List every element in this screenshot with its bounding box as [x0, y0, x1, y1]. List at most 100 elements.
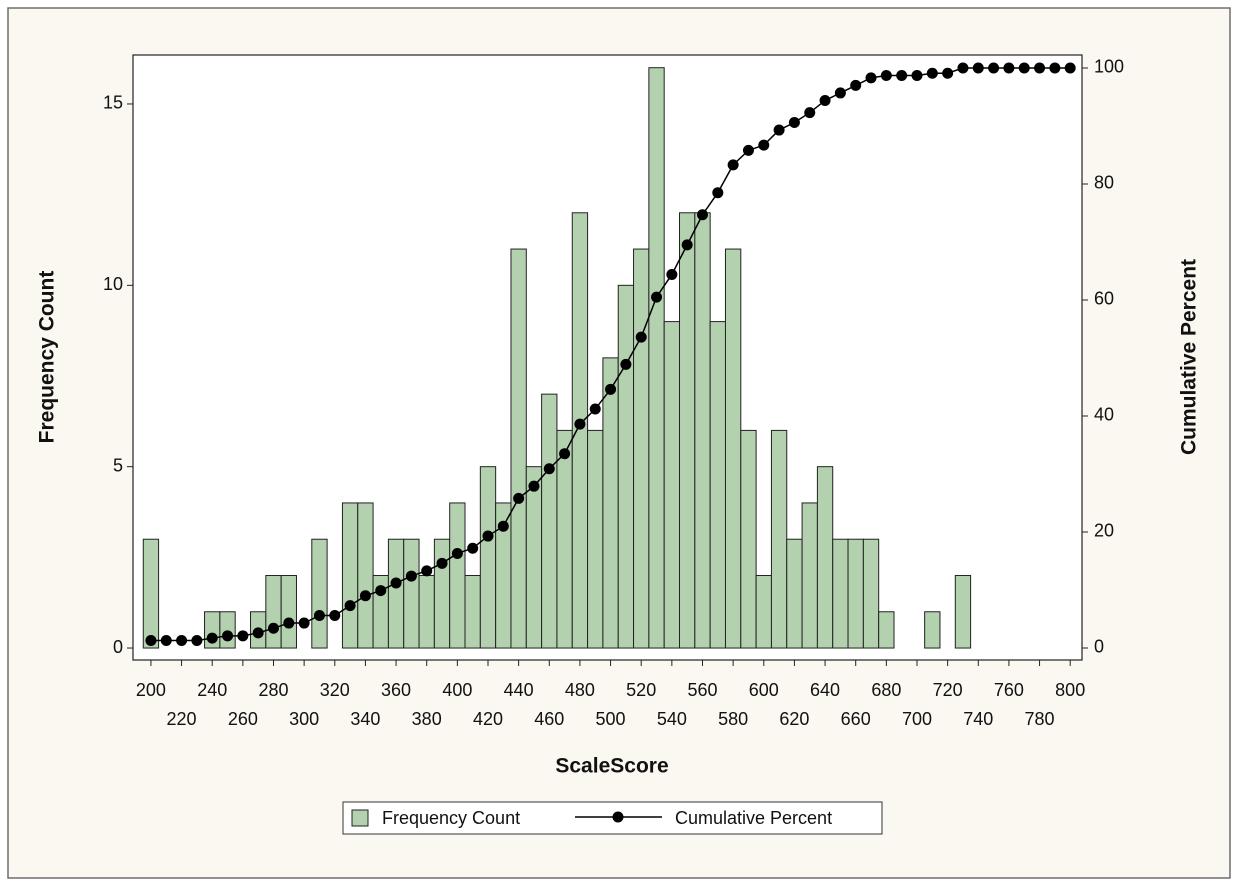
cumulative-point — [543, 463, 555, 475]
x-tick-label: 520 — [626, 680, 656, 700]
x-tick-label: 360 — [381, 680, 411, 700]
bar — [387, 538, 405, 649]
cumulative-point — [359, 590, 371, 602]
bar — [602, 357, 619, 649]
x-tick-label: 620 — [779, 709, 809, 729]
cumulative-point — [176, 634, 188, 646]
cumulative-point — [712, 187, 724, 199]
cumulative-point — [850, 79, 862, 91]
bar — [403, 538, 420, 649]
cumulative-point — [880, 70, 892, 82]
x-tick-label: 380 — [412, 709, 442, 729]
x-tick-label: 660 — [841, 709, 871, 729]
bar — [648, 67, 665, 649]
cumulative-point — [589, 403, 601, 415]
cumulative-point — [865, 72, 877, 84]
bar — [479, 466, 497, 649]
cumulative-point — [651, 291, 663, 303]
cumulative-point — [267, 622, 279, 634]
cumulative-point — [1003, 62, 1015, 74]
cumulative-point — [313, 610, 325, 622]
cumulative-point — [911, 70, 923, 82]
x-tick-label: 540 — [657, 709, 687, 729]
bar — [663, 321, 681, 649]
bar — [433, 538, 451, 649]
cumulative-point — [298, 617, 310, 629]
bar — [280, 574, 297, 649]
bar — [694, 212, 711, 649]
x-tick-label: 480 — [565, 680, 595, 700]
legend-label: Frequency Count — [382, 808, 520, 828]
cumulative-point — [283, 617, 295, 629]
bar — [219, 611, 236, 649]
cumulative-point — [513, 492, 525, 504]
y-axis-title: Frequency Count — [36, 271, 59, 444]
bar — [755, 574, 772, 649]
y2-tick-label: 100 — [1094, 57, 1124, 77]
bar — [832, 538, 849, 649]
bar — [633, 248, 650, 649]
cumulative-point — [1049, 62, 1061, 74]
x-tick-label: 580 — [718, 709, 748, 729]
y-tick-label: 10 — [103, 274, 123, 294]
cumulative-point — [329, 610, 341, 622]
cumulative-point — [344, 600, 356, 612]
x-tick-label: 220 — [167, 709, 197, 729]
cumulative-point — [957, 62, 969, 74]
bar — [801, 502, 818, 649]
cumulative-point — [666, 268, 678, 280]
x-tick-label: 340 — [350, 709, 380, 729]
bar — [740, 429, 757, 649]
cumulative-point — [635, 331, 647, 343]
cumulative-point — [222, 630, 234, 642]
bar — [724, 248, 742, 649]
y2-tick-label: 80 — [1094, 173, 1114, 193]
cumulative-point — [819, 94, 831, 106]
y2-tick-label: 20 — [1094, 521, 1114, 541]
cumulative-point — [497, 520, 509, 532]
legend-marker — [612, 811, 624, 823]
x-tick-label: 240 — [197, 680, 227, 700]
cumulative-point — [559, 448, 571, 460]
cumulative-point — [788, 117, 800, 129]
bar — [341, 502, 359, 649]
bar — [556, 429, 573, 649]
x-tick-label: 260 — [228, 709, 258, 729]
bar — [954, 574, 972, 649]
cumulative-point — [620, 358, 632, 370]
cumulative-point — [727, 159, 739, 171]
bar — [541, 393, 558, 649]
bar — [510, 248, 527, 649]
cumulative-point — [696, 209, 708, 221]
cumulative-point — [742, 144, 754, 156]
x-tick-label: 500 — [596, 709, 626, 729]
bar — [587, 429, 604, 649]
cumulative-point — [896, 70, 908, 82]
x-axis-title: ScaleScore — [555, 755, 668, 778]
legend-swatch — [351, 809, 369, 827]
bar — [679, 212, 696, 649]
bar — [418, 574, 435, 649]
bar — [709, 321, 726, 649]
cumulative-point — [482, 530, 494, 542]
cumulative-point — [988, 62, 1000, 74]
y2-tick-label: 60 — [1094, 289, 1114, 309]
cumulative-point — [605, 383, 617, 395]
cumulative-point — [1064, 62, 1076, 74]
cumulative-point — [681, 239, 693, 251]
cumulative-point — [1018, 62, 1030, 74]
bar — [770, 429, 788, 649]
y-tick-label: 0 — [113, 637, 123, 657]
bar — [786, 538, 803, 649]
cumulative-point — [451, 547, 463, 559]
cumulative-point — [237, 630, 249, 642]
y2-tick-label: 0 — [1094, 637, 1104, 657]
y2-axis-title: Cumulative Percent — [1178, 259, 1201, 455]
bar — [862, 538, 880, 649]
y-tick-label: 5 — [113, 455, 123, 475]
cumulative-point — [252, 627, 264, 639]
bar — [449, 502, 466, 649]
bar — [357, 502, 374, 649]
